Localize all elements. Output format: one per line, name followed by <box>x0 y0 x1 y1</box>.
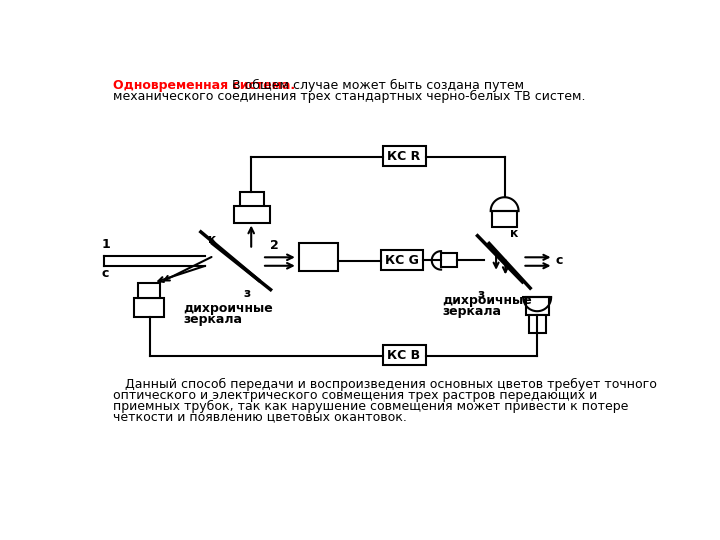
Bar <box>492 211 517 226</box>
Text: КС B: КС B <box>387 349 420 362</box>
Text: дихроичные: дихроичные <box>183 302 273 315</box>
Bar <box>138 283 160 298</box>
Text: механического соединения трех стандартных черно-белых ТВ систем.: механического соединения трех стандартны… <box>113 90 586 103</box>
Text: Одновременная система.: Одновременная система. <box>113 79 295 92</box>
Bar <box>441 253 456 267</box>
Text: дихроичные: дихроичные <box>443 294 532 307</box>
Text: с: с <box>555 254 562 267</box>
Bar <box>383 146 426 166</box>
Bar <box>383 345 426 365</box>
Bar <box>528 315 546 333</box>
Text: к: к <box>208 233 216 246</box>
Text: В общем случае может быть создана путем: В общем случае может быть создана путем <box>228 79 524 92</box>
Text: КС G: КС G <box>384 254 418 267</box>
Text: Данный способ передачи и воспроизведения основных цветов требует точного: Данный способ передачи и воспроизведения… <box>113 378 657 392</box>
Bar <box>381 251 423 271</box>
Text: зеркала: зеркала <box>443 305 502 318</box>
Text: з: з <box>477 288 485 301</box>
Text: з: з <box>243 287 251 300</box>
Bar <box>300 244 338 271</box>
Text: 1: 1 <box>102 238 110 251</box>
Bar <box>234 206 270 222</box>
Bar <box>526 298 549 315</box>
Text: оптического и электрического совмещения трех растров передающих и: оптического и электрического совмещения … <box>113 389 598 402</box>
Bar <box>134 298 163 316</box>
Text: КС R: КС R <box>387 150 420 163</box>
Text: зеркала: зеркала <box>183 313 242 326</box>
Text: к: к <box>510 227 518 240</box>
Text: с: с <box>102 267 109 280</box>
Text: четкости и появлению цветовых окантовок.: четкости и появлению цветовых окантовок. <box>113 410 407 423</box>
Text: приемных трубок, так как нарушение совмещения может привести к потере: приемных трубок, так как нарушение совме… <box>113 400 629 413</box>
Text: 2: 2 <box>270 239 279 252</box>
Bar <box>240 192 264 207</box>
